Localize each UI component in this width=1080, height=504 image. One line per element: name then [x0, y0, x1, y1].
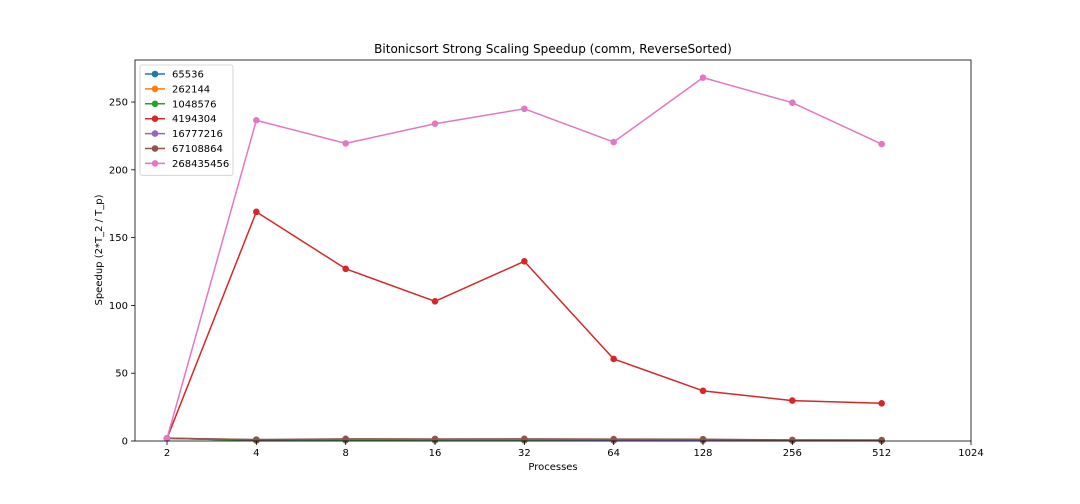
data-point [342, 435, 349, 443]
series-4194304 [163, 208, 885, 442]
legend-item: 65536 [145, 70, 204, 81]
legend-marker [151, 160, 159, 167]
chart-title: Bitonicsort Strong Scaling Speedup (comm… [374, 42, 732, 56]
legend-item: 262144 [145, 84, 210, 95]
data-point [521, 105, 528, 113]
data-point [610, 355, 617, 363]
x-tick-label: 32 [518, 448, 531, 459]
legend-label: 262144 [172, 84, 210, 95]
data-point [253, 117, 260, 124]
data-point [610, 138, 617, 146]
legend-marker [151, 145, 159, 152]
legend-item: 1048576 [145, 99, 217, 110]
data-point [342, 140, 349, 147]
x-axis-title: Processes [528, 462, 577, 473]
x-tick-label: 64 [607, 448, 620, 459]
series-268435456 [163, 74, 885, 442]
legend-item: 67108864 [145, 144, 223, 155]
x-tick-label: 1024 [958, 448, 983, 459]
data-point [431, 120, 439, 128]
y-tick-label: 250 [109, 98, 128, 109]
data-point [878, 140, 885, 148]
data-point [521, 435, 528, 443]
legend-marker [151, 85, 159, 93]
x-tick-label: 2 [164, 448, 170, 459]
data-point [163, 434, 171, 442]
data-point [789, 436, 796, 444]
data-point [789, 397, 796, 404]
x-tick-label: 4 [253, 448, 259, 459]
legend-label: 16777216 [172, 129, 223, 140]
data-point [699, 387, 707, 395]
legend-label: 67108864 [172, 144, 223, 155]
legend-item: 4194304 [145, 114, 217, 125]
y-tick-label: 200 [109, 165, 128, 176]
x-axis: 2 4 8 16 32 64 128 256 512 1024 [164, 441, 984, 459]
data-point [521, 258, 528, 265]
y-axis-title: Speedup (2*T_2 / T_p) [94, 194, 105, 305]
data-point [789, 99, 796, 107]
data-point [342, 265, 349, 273]
y-tick-label: 0 [122, 437, 128, 448]
legend-label: 1048576 [172, 99, 217, 110]
legend-marker [151, 115, 159, 122]
data-point [878, 436, 885, 444]
y-tick-label: 150 [109, 233, 128, 244]
legend-label: 268435456 [172, 159, 229, 170]
y-axis: 0 50 100 150 200 250 [109, 98, 135, 448]
plot-frame [134, 59, 972, 442]
y-tick-label: 50 [115, 369, 128, 380]
legend: 65536 262144 1048576 4194304 16777216 6710886… [139, 64, 234, 176]
data-point [431, 298, 439, 305]
legend-marker [151, 130, 159, 137]
x-tick-label: 256 [783, 448, 802, 459]
x-tick-label: 16 [429, 448, 442, 459]
x-tick-label: 128 [693, 448, 712, 459]
legend-box [139, 64, 234, 176]
legend-item: 16777216 [145, 129, 223, 140]
y-tick-label: 100 [109, 301, 128, 312]
legend-label: 65536 [172, 70, 204, 81]
legend-item: 268435456 [145, 159, 229, 170]
legend-marker [151, 100, 159, 108]
data-point [699, 74, 707, 81]
legend-marker [151, 70, 159, 78]
data-point [878, 400, 885, 407]
legend-label: 4194304 [172, 114, 217, 125]
x-tick-label: 512 [872, 448, 891, 459]
x-tick-label: 8 [342, 448, 348, 459]
data-point [253, 208, 260, 216]
